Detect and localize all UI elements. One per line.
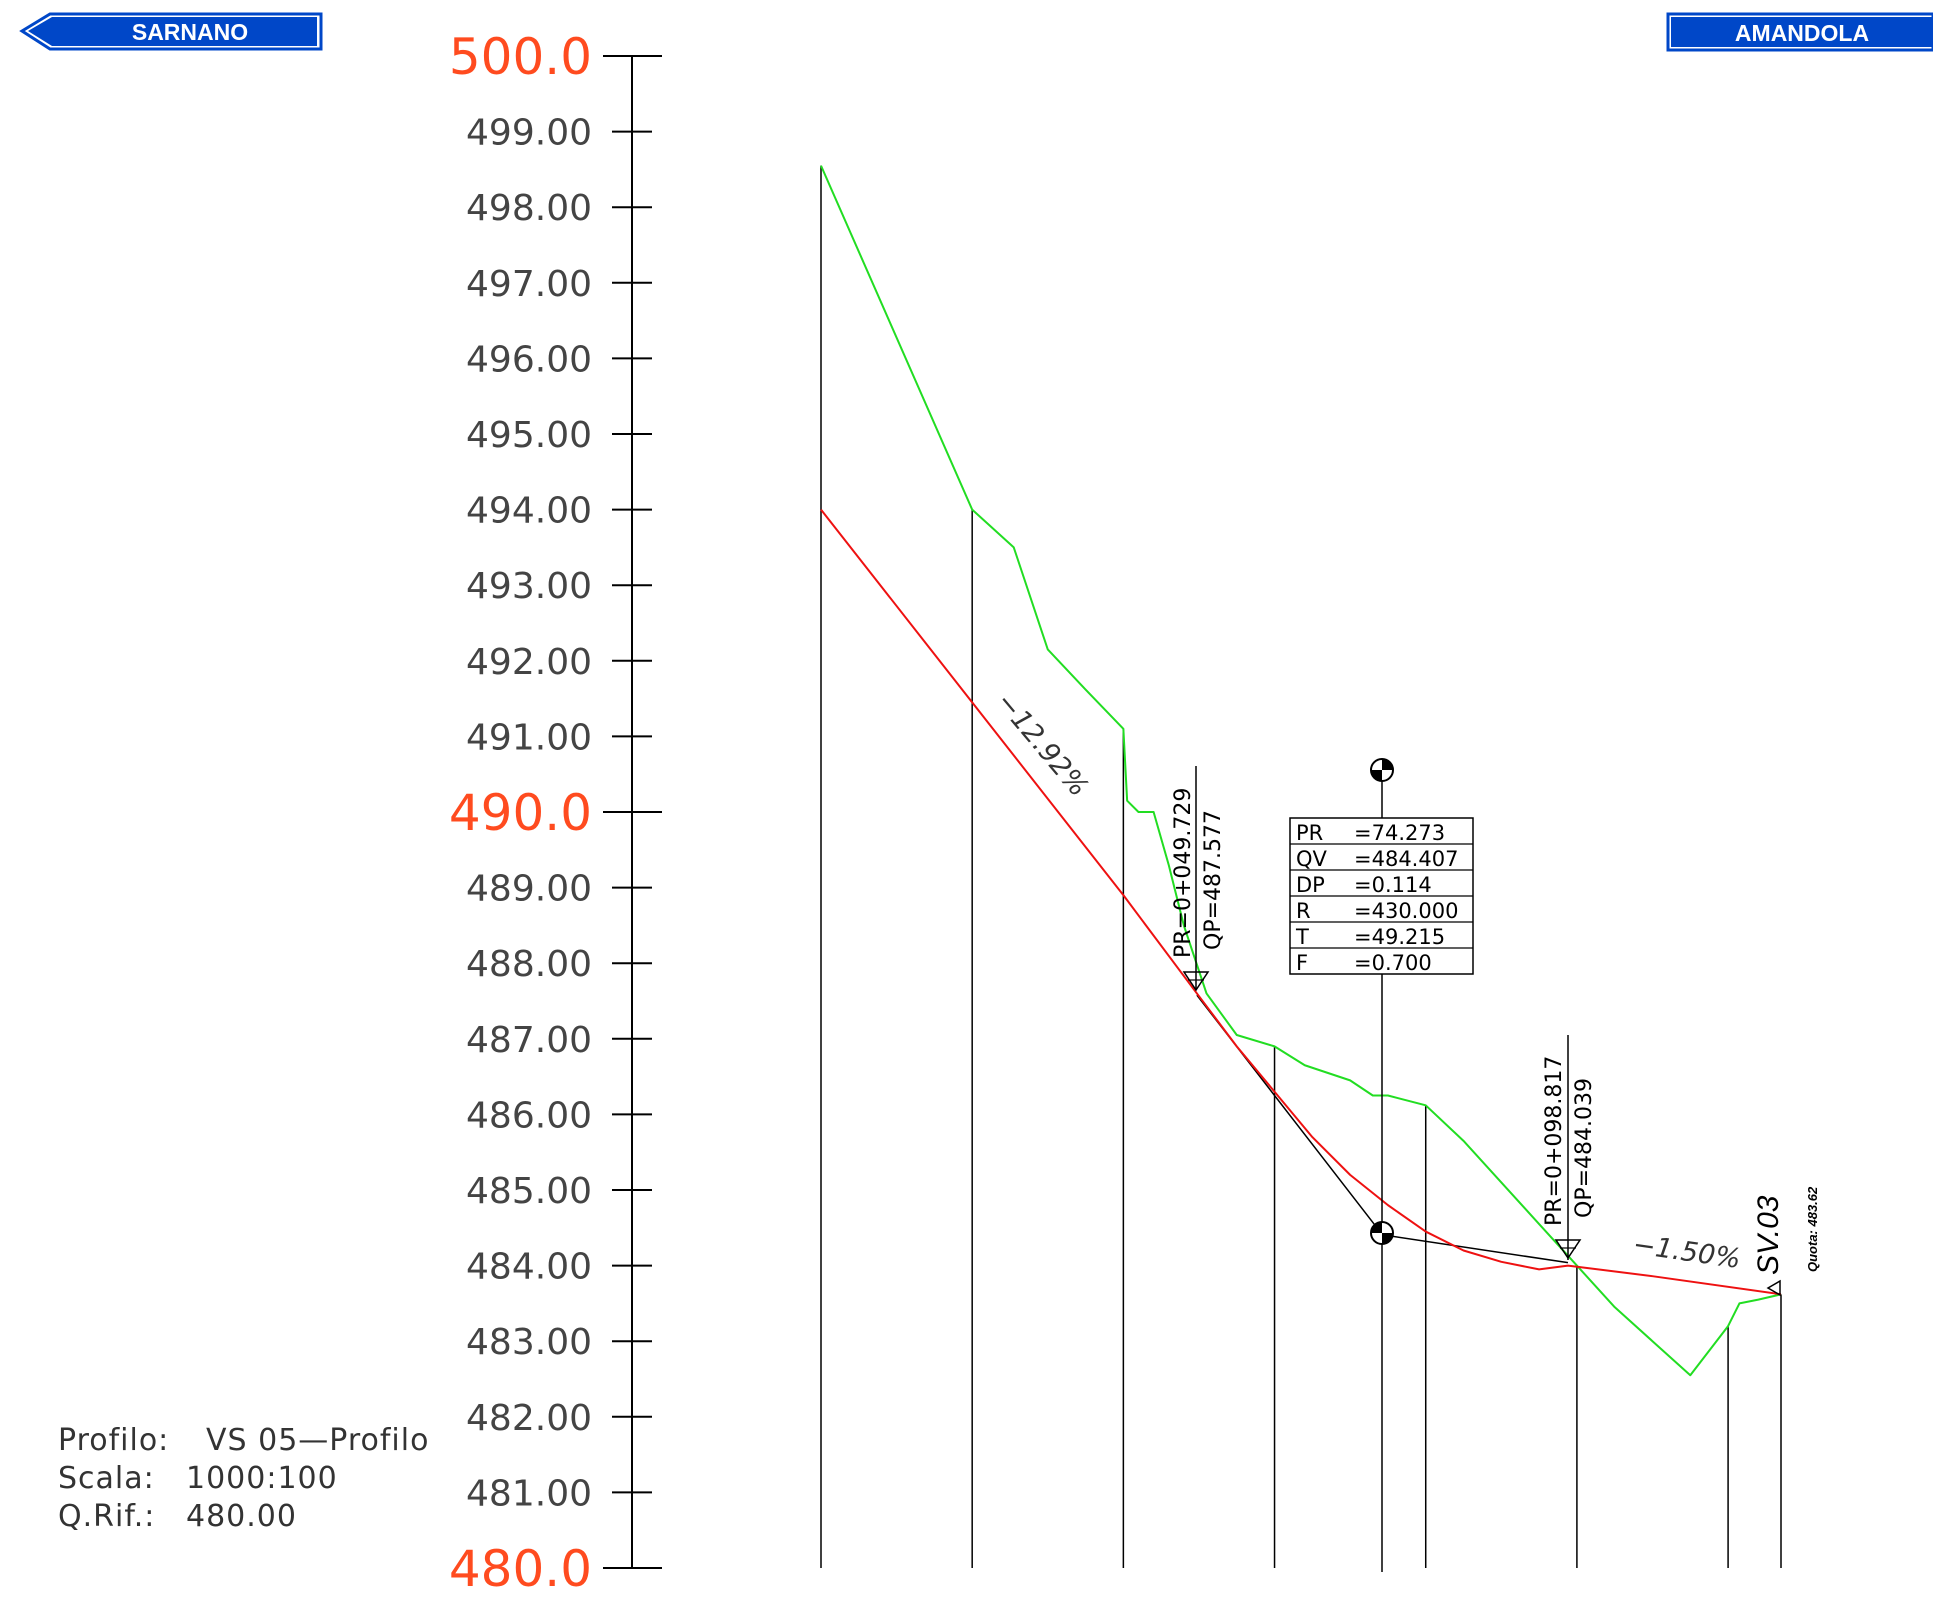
pvi-1-marker [1182,971,1210,992]
vertical-curve-rows: PR =74.273 QV =484.407 DP =0.114 R =430.000 T =49… [1290,821,1473,975]
vc-value: =49.215 [1354,925,1445,949]
vc-key: PR [1296,821,1323,845]
end-station-name: SV.03 [1752,1195,1785,1275]
minor-tick-label: 487.00 [466,1020,592,1061]
minor-tick-label: 482.00 [466,1398,592,1439]
elevation-axis: 500.0 490.0 480.0 499.00 498.00 497.00 496.00 4… [449,28,662,1598]
vc-value: =0.114 [1354,873,1432,897]
minor-tick-label: 485.00 [466,1171,592,1212]
vc-value: =430.000 [1354,899,1458,923]
minor-tick-label: 497.00 [466,264,592,305]
profilo-value: VS 05—Profilo [206,1423,429,1458]
slope-label-2: −1.50% [1631,1229,1743,1275]
end-station-marker [1766,1279,1781,1297]
pvi-1-pr: PR=0+049.729 [1171,788,1196,958]
vc-key: T [1295,925,1309,949]
pvi-vertex-fill [1371,1222,1393,1244]
minor-tick-label: 499.00 [466,113,592,154]
sign-sarnano: SARNANO [19,12,323,51]
scala-label: Scala: [58,1461,155,1496]
vc-key: F [1296,951,1308,975]
minor-tick-label: 486.00 [466,1095,592,1136]
pvi-2-pr: PR=0+098.817 [1542,1056,1567,1226]
sign-amandola: AMANDOLA [1666,12,1933,52]
pvi-vertex-symbol [1370,1221,1394,1245]
pvi-top-symbol-fill [1371,759,1393,781]
vc-key: QV [1296,847,1328,871]
major-tick-label: 490.0 [449,784,592,842]
profile-info: Profilo: VS 05—Profilo Scala: 1000:100 Q… [58,1423,429,1534]
vc-key: R [1296,899,1311,923]
minor-tick-label: 489.00 [466,869,592,910]
vc-value: =74.273 [1354,821,1445,845]
pvi-2: PR=0+098.817 QP=484.039 [1542,1035,1597,1260]
minor-tick-label: 493.00 [466,566,592,607]
minor-tick-label: 484.00 [466,1247,592,1288]
sign-sarnano-label: SARNANO [132,19,248,45]
vc-value: =484.407 [1354,847,1458,871]
minor-tick-label: 491.00 [466,717,592,758]
minor-tick-label: 498.00 [466,188,592,229]
section-lines [820,165,1782,1568]
pvi-2-qp: QP=484.039 [1572,1078,1597,1218]
major-tick-label: 500.0 [449,28,592,86]
minor-tick-label: 481.00 [466,1473,592,1514]
qrif-value: 480.00 [186,1499,297,1534]
pvi-2-marker [1554,1239,1582,1260]
pvi-1: PR=0+049.729 QP=487.577 [1171,766,1226,992]
terrain-line [820,165,1782,1377]
minor-tick-label: 495.00 [466,415,592,456]
major-tick-label: 480.0 [449,1540,592,1598]
minor-tick-label: 496.00 [466,339,592,380]
minor-tick-label: 492.00 [466,642,592,683]
vertical-curve-box: PR =74.273 QV =484.407 DP =0.114 R =430.000 T =49… [1289,758,1474,1572]
vc-value: =0.700 [1354,951,1432,975]
end-station: SV.03 Quota: 483.62 [1752,1186,1820,1297]
minor-tick-label: 483.00 [466,1322,592,1363]
project-line [820,508,1782,1296]
vc-key: DP [1296,873,1325,897]
minor-tick-label: 488.00 [466,944,592,985]
scala-value: 1000:100 [186,1461,338,1496]
profilo-label: Profilo: [58,1423,169,1458]
qrif-label: Q.Rif.: [58,1499,155,1534]
sign-amandola-label: AMANDOLA [1735,20,1869,46]
series-layer [820,165,1782,1377]
minor-tick-label: 494.00 [466,491,592,532]
pvi-1-qp: QP=487.577 [1201,810,1226,950]
end-station-quota: Quota: 483.62 [1805,1186,1820,1272]
